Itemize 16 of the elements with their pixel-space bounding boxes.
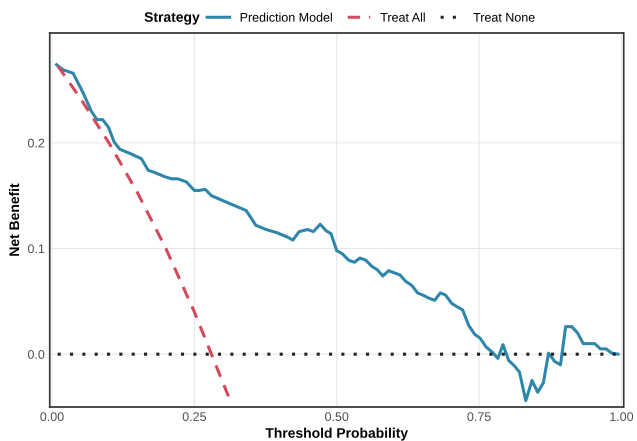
x-tick-label: 1.00 xyxy=(610,412,634,422)
x-axis-title: Threshold Probability xyxy=(265,428,408,441)
legend-label: Treat None xyxy=(473,13,535,22)
y-tick-label: 0.0 xyxy=(28,350,44,359)
y-tick-label: 0.1 xyxy=(28,244,44,254)
line-series xyxy=(56,64,230,398)
legend-label: Prediction Model xyxy=(240,12,332,22)
legend-title: Strategy xyxy=(144,12,200,25)
x-tick-label: 0.50 xyxy=(325,412,348,422)
legend-label: Treat All xyxy=(380,12,425,22)
x-tick-label: 0.25 xyxy=(182,412,206,422)
y-tick-label: 0.2 xyxy=(28,138,44,148)
x-tick-label: 0.00 xyxy=(40,412,64,422)
x-tick-label: 0.75 xyxy=(467,412,491,422)
y-axis-title: Net Benefit xyxy=(8,184,20,256)
line-series xyxy=(55,63,620,402)
